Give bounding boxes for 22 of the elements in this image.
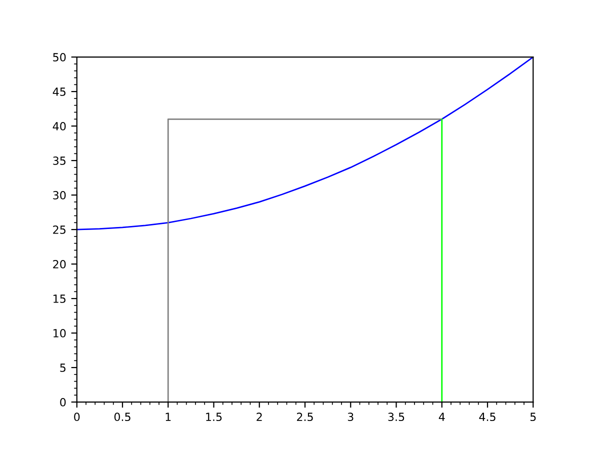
y-tick-label: 30 xyxy=(53,191,66,200)
y-tick-label: 0 xyxy=(60,398,66,406)
y-tick-label: 15 xyxy=(54,294,66,303)
x-tick-label: 2 xyxy=(256,412,262,421)
y-tick-label: 40 xyxy=(52,122,66,130)
x-tick-label: 3.5 xyxy=(388,412,404,422)
x-tick-label: 3 xyxy=(348,412,354,422)
x-tick-label: 4.5 xyxy=(479,412,496,422)
y-tick-label: 5 xyxy=(60,364,66,372)
x-tick-label: 1 xyxy=(166,412,171,421)
x-tick-label: 1.5 xyxy=(206,412,222,422)
x-tick-label: 5 xyxy=(530,412,536,422)
x-tick-label: 0.5 xyxy=(114,412,130,422)
x-tick-label: 4 xyxy=(438,412,445,421)
y-tick-label: 25 xyxy=(53,226,66,234)
y-tick-label: 20 xyxy=(53,260,66,268)
y-tick-label: 35 xyxy=(53,156,66,165)
x-tick-label: 0 xyxy=(74,412,80,422)
y-tick-label: 10 xyxy=(54,329,66,338)
y-tick-label: 50 xyxy=(53,53,66,62)
x-tick-label: 2.5 xyxy=(296,412,313,422)
y-tick-label: 45 xyxy=(52,88,66,96)
